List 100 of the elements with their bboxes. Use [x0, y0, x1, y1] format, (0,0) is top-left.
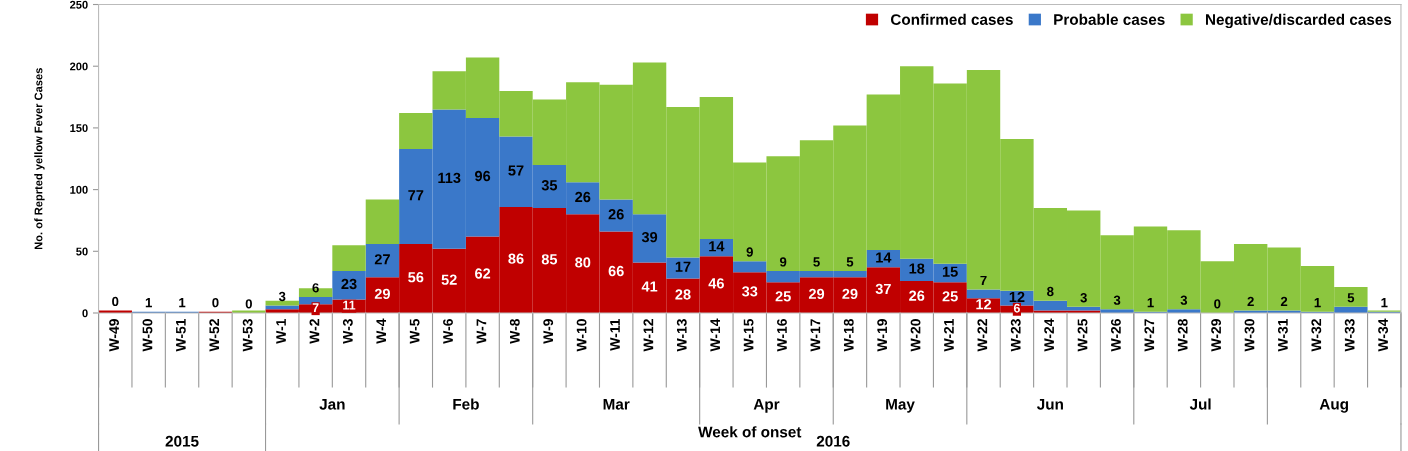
data-label: 11: [343, 300, 356, 310]
data-label: 5: [846, 257, 854, 267]
x-tick-label: W-9: [543, 319, 554, 344]
x-tick-label: W-27: [1144, 319, 1155, 352]
data-label: 18: [909, 263, 925, 274]
data-label: 9: [746, 247, 753, 257]
data-label: 29: [374, 288, 390, 300]
x-tick-label: W-4: [376, 318, 387, 344]
data-label: 1: [179, 298, 186, 308]
data-label: 113: [438, 172, 461, 184]
x-tick-label: W-34: [1378, 318, 1389, 352]
x-tick-label: W-12: [643, 319, 654, 352]
x-tick-label: W-53: [242, 319, 253, 352]
x-tick-label: W-15: [743, 318, 754, 352]
data-label: 12: [1009, 291, 1025, 302]
text: 2015: [165, 435, 199, 447]
data-label: 62: [475, 268, 491, 279]
y-tick-label: 100: [70, 185, 88, 194]
data-label: 1: [1314, 298, 1321, 308]
x-tick-label: W-2: [309, 319, 320, 344]
data-label: 37: [875, 283, 891, 295]
data-label: 0: [1214, 299, 1221, 309]
data-label: 3: [1113, 295, 1121, 305]
y-tick-label: 0: [82, 309, 88, 318]
data-label: 29: [842, 288, 858, 300]
x-tick-label: W-26: [1111, 319, 1121, 352]
x-tick-label: W-30: [1244, 319, 1255, 352]
data-label: 35: [541, 180, 558, 191]
legend-label: Probable cases: [1054, 13, 1165, 25]
text: Mar: [603, 398, 630, 410]
x-tick-label: W-29: [1211, 319, 1222, 352]
x-tick-label: W-6: [443, 319, 453, 344]
data-label: 2: [1280, 296, 1288, 306]
data-label: 0: [212, 297, 219, 308]
data-label: 52: [441, 274, 457, 285]
data-label: 1: [1381, 298, 1388, 308]
x-tick-label: W-5: [409, 318, 420, 344]
data-label: 96: [475, 170, 491, 182]
data-label: 29: [808, 288, 825, 300]
data-label: 14: [709, 241, 725, 252]
data-label: 5: [1347, 293, 1355, 303]
data-label: 33: [741, 286, 758, 297]
data-label: 5: [813, 257, 820, 267]
data-label: 6: [312, 283, 319, 293]
x-tick-label: W-32: [1311, 319, 1322, 352]
legend-label: Confirmed cases: [890, 13, 1013, 25]
data-label: 85: [541, 254, 558, 265]
x-tick-label: W-14: [710, 318, 720, 352]
data-label: 41: [641, 281, 658, 292]
data-label: 7: [980, 275, 987, 285]
x-tick-label: W-51: [176, 318, 186, 352]
data-label: 80: [575, 257, 591, 268]
data-label: 7: [312, 303, 319, 312]
y-tick-label: 250: [69, 0, 88, 9]
data-label: 0: [112, 296, 119, 307]
data-label: 26: [909, 290, 925, 301]
data-label: 1: [1147, 298, 1154, 308]
data-label: 1: [145, 298, 152, 308]
data-label: 25: [942, 291, 958, 302]
text: Jan: [319, 398, 345, 410]
data-label: 3: [1080, 293, 1087, 303]
x-tick-label: W-1: [276, 318, 286, 344]
data-label: 17: [675, 261, 691, 272]
x-tick-label: W-17: [810, 319, 821, 352]
data-label: 86: [508, 253, 524, 264]
data-label: 6: [1013, 303, 1020, 313]
data-label: 56: [408, 272, 424, 283]
x-tick-label: W-49: [109, 319, 119, 352]
data-label: 15: [942, 266, 958, 277]
x-tick-label: W-50: [142, 319, 153, 352]
x-axis-title: Week of onset: [698, 426, 802, 438]
text: Apr: [753, 398, 780, 413]
x-tick-label: W-7: [476, 319, 487, 344]
data-label: 26: [575, 191, 591, 203]
y-tick-label: 150: [70, 124, 88, 133]
legend-label: Negative/discarded cases: [1206, 13, 1392, 29]
data-label: 66: [608, 265, 624, 277]
data-label: 28: [675, 289, 691, 300]
data-label: 27: [374, 254, 390, 265]
x-tick-label: W-18: [843, 318, 854, 352]
y-axis-title: No. of Reprted yellow Fever Cases: [34, 68, 45, 250]
x-tick-label: W-33: [1344, 319, 1355, 352]
text: Feb: [453, 398, 479, 410]
x-tick-label: W-23: [1010, 319, 1021, 352]
data-label: 9: [779, 257, 787, 267]
x-tick-label: W-13: [676, 319, 687, 352]
data-label: 3: [1180, 295, 1188, 305]
text: Aug: [1319, 398, 1348, 413]
data-label: 8: [1047, 286, 1054, 297]
data-label: 0: [245, 299, 252, 309]
x-tick-label: W-19: [877, 319, 888, 352]
x-tick-label: W-25: [1077, 318, 1088, 352]
data-label: 3: [278, 291, 286, 302]
x-tick-label: W-3: [342, 319, 353, 344]
x-tick-label: W-11: [610, 318, 620, 351]
text: May: [886, 398, 915, 413]
data-label: 2: [1247, 296, 1254, 306]
y-tick-label: 200: [69, 62, 88, 71]
x-tick-label: W-8: [509, 318, 520, 344]
data-label: 14: [876, 252, 892, 263]
